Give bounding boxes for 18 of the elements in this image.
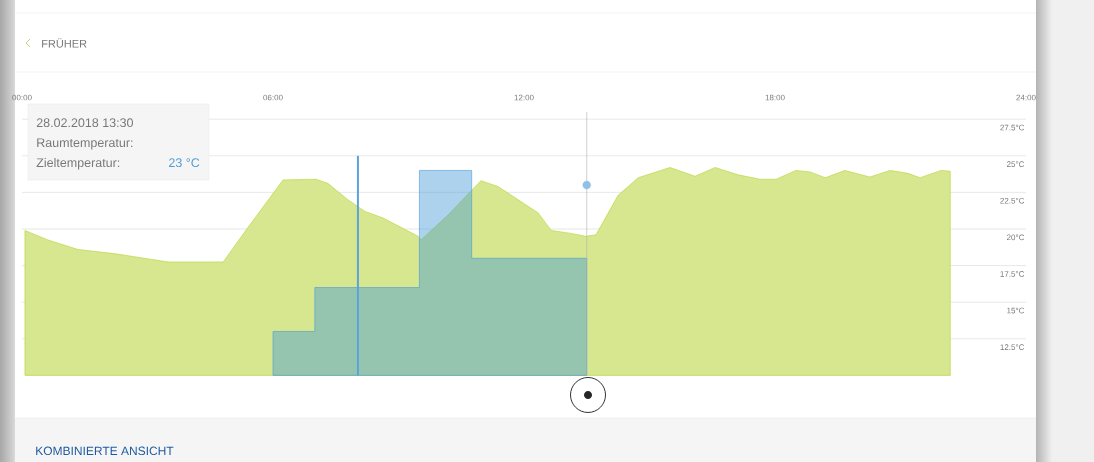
text: FRÜHER — [42, 38, 87, 48]
text: KOMBINIERTE ANSICHT — [36, 446, 174, 456]
y-tick-label: 15°C — [1007, 307, 1025, 314]
y-tick-label: 27.5°C — [1000, 124, 1025, 131]
annotation: Raumtemperatur: — [37, 138, 133, 150]
annotation: 23 °C — [169, 158, 200, 168]
y-tick-label: 20°C — [1006, 234, 1025, 241]
x-tick-label: 12:00 — [514, 94, 534, 101]
y-tick-label: 12.5°C — [1000, 344, 1025, 350]
y-tick-label: 17.5°C — [1000, 271, 1025, 277]
annotation: Zieltemperatur: — [36, 157, 120, 170]
y-tick-label: 22.5°C — [1000, 197, 1025, 204]
annotation: 28.02.2018 13:30 — [36, 118, 134, 128]
x-tick-label: 06:00 — [263, 94, 283, 101]
y-tick-label: 25°C — [1006, 161, 1025, 167]
x-tick-label: 18:00 — [765, 94, 785, 101]
x-tick-label: 24:00 — [1016, 94, 1036, 101]
x-tick-label: 00:00 — [12, 94, 32, 101]
